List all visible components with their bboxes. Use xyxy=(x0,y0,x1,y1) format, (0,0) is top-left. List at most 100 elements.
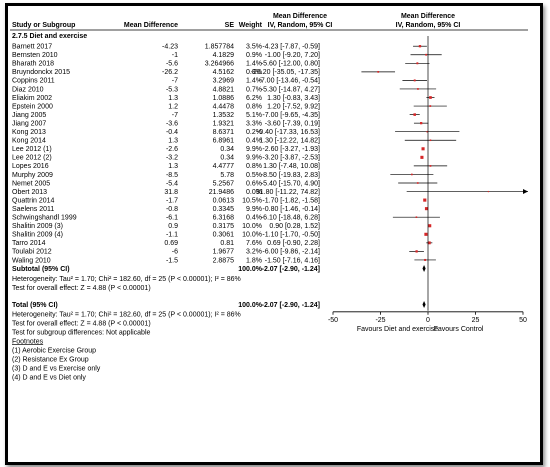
footnotes-title: Footnotes xyxy=(12,338,44,345)
study-point xyxy=(416,62,419,65)
study-ci: 1.20 [-7.52, 9.92] xyxy=(267,103,320,110)
study-point xyxy=(429,139,432,142)
x-tick-label: -50 xyxy=(328,317,338,324)
study-ci: -0.80 [-1.46, -0.14] xyxy=(262,206,320,213)
study-ci: -6.10 [-18.48, 6.28] xyxy=(261,215,320,222)
study-mean-difference: -5.4 xyxy=(166,180,178,187)
study-ci: -2.60 [-3.27, -1.93] xyxy=(262,146,320,153)
header-mean-difference: Mean Difference xyxy=(124,22,178,29)
total-diamond xyxy=(422,301,426,308)
study-weight: 3.3% xyxy=(246,120,262,127)
study-name: Coppins 2011 xyxy=(12,78,55,85)
subgroup-overall-effect: Test for overall effect: Z = 4.88 (P < 0… xyxy=(12,285,151,292)
header-study: Study or Subgroup xyxy=(12,22,75,29)
study-point xyxy=(418,45,422,48)
study-name: Murphy 2009 xyxy=(12,172,53,179)
study-mean-difference: -0.4 xyxy=(166,129,178,136)
study-ci: -5.40 [-15.70, 4.90] xyxy=(261,180,320,187)
study-name: Epstein 2000 xyxy=(12,103,53,110)
study-weight: 0.0% xyxy=(246,189,262,196)
header-se: SE xyxy=(225,22,235,29)
subgroup-heterogeneity: Heterogeneity: Tau² = 1.70; Chi² = 182.6… xyxy=(12,276,241,283)
study-se: 4.4478 xyxy=(213,103,235,110)
study-name: Quattrin 2014 xyxy=(12,197,55,204)
study-se: 4.8821 xyxy=(213,86,235,93)
study-ci: -7.00 [-9.65, -4.35] xyxy=(262,112,320,119)
study-name: Bruyndonckx 2015 xyxy=(12,69,70,76)
study-se: 4.4777 xyxy=(213,163,235,170)
study-se: 0.34 xyxy=(220,155,234,162)
study-se: 0.34 xyxy=(220,146,234,153)
x-tick-label: 0 xyxy=(426,317,430,324)
study-point xyxy=(424,207,429,211)
header-plot-method: IV, Random, 95% CI xyxy=(396,22,461,29)
study-ci: -0.40 [-17.33, 16.53] xyxy=(257,129,320,136)
study-weight: 9.9% xyxy=(246,206,262,213)
study-mean-difference: -5.3 xyxy=(166,86,178,93)
study-name: Tarro 2014 xyxy=(12,240,46,247)
study-mean-difference: -7 xyxy=(172,78,178,85)
study-weight: 5.1% xyxy=(246,112,262,119)
study-ci-arrow xyxy=(523,189,528,195)
study-ci: -5.60 [-12.00, 0.80] xyxy=(261,61,320,68)
study-mean-difference: 1.2 xyxy=(168,103,178,110)
study-ci: -1.00 [-9.20, 7.20] xyxy=(265,52,320,59)
forest-plot-frame xyxy=(5,3,543,465)
study-ci: -3.20 [-3.87, -2.53] xyxy=(262,155,320,162)
total-label: Total (95% CI) xyxy=(12,302,58,309)
study-mean-difference: -1 xyxy=(172,52,178,59)
study-name: Barnett 2017 xyxy=(12,44,52,51)
study-name: Kong 2013 xyxy=(12,129,46,136)
study-ci: -1.70 [-1.82, -1.58] xyxy=(262,197,320,204)
study-weight: 3.2% xyxy=(246,249,262,256)
study-se: 4.1829 xyxy=(213,52,235,59)
header-ci-title: Mean Difference xyxy=(273,13,327,20)
study-se: 5.78 xyxy=(220,172,234,179)
favours-right-label: Favours Control xyxy=(434,326,484,333)
study-name: Lee 2012 (1) xyxy=(12,146,52,153)
study-weight: 0.8% xyxy=(246,69,262,76)
study-weight: 1.4% xyxy=(246,78,262,85)
study-mean-difference: -6 xyxy=(172,249,178,256)
study-ci: 1.30 [-0.83, 3.43] xyxy=(267,95,320,102)
study-point xyxy=(411,173,413,176)
footnote: (1) Aerobic Exercise Group xyxy=(12,347,96,354)
study-mean-difference: 1.3 xyxy=(168,163,178,170)
favours-left-label: Favours Diet and exercise xyxy=(357,326,438,333)
study-se: 3.264966 xyxy=(205,61,234,68)
study-ci: 1.30 [-7.48, 10.08] xyxy=(263,163,320,170)
study-mean-difference: -7 xyxy=(172,112,178,119)
study-se: 21.9486 xyxy=(209,189,234,196)
subgroup-title: 2.7.5 Diet and exercise xyxy=(12,33,87,40)
study-weight: 3.5% xyxy=(246,44,262,51)
study-weight: 0.4% xyxy=(246,215,262,222)
study-point xyxy=(417,88,419,90)
study-mean-difference: -3.6 xyxy=(166,120,178,127)
study-weight: 0.5% xyxy=(246,172,262,179)
study-name: Lee 2012 (2) xyxy=(12,155,52,162)
study-se: 0.3175 xyxy=(213,223,235,230)
study-point xyxy=(487,190,490,193)
study-ci: -5.30 [-14.87, 4.27] xyxy=(261,86,320,93)
study-mean-difference: -8.5 xyxy=(166,172,178,179)
study-weight: 0.2% xyxy=(246,129,262,136)
study-weight: 0.4% xyxy=(246,138,262,145)
study-point xyxy=(425,53,427,56)
header-ci-method: IV, Random, 95% CI xyxy=(268,22,333,29)
study-mean-difference: -0.8 xyxy=(166,206,178,213)
study-mean-difference: -1.1 xyxy=(166,232,178,239)
study-weight: 10.5% xyxy=(242,197,262,204)
study-se: 0.3345 xyxy=(213,206,235,213)
study-ci: 0.69 [-0.90, 2.28] xyxy=(267,240,320,247)
study-weight: 10.0% xyxy=(242,223,262,230)
study-ci: -1.10 [-1.70, -0.50] xyxy=(262,232,320,239)
total-weight: 100.0% xyxy=(238,302,263,309)
study-point xyxy=(429,165,432,167)
study-mean-difference: -1.5 xyxy=(166,257,178,264)
study-se: 2.8875 xyxy=(213,257,235,264)
total-ci: -2.07 [-2.90, -1.24] xyxy=(262,302,320,309)
x-tick-label: -25 xyxy=(375,317,385,324)
study-name: Kong 2014 xyxy=(12,138,46,145)
x-tick-label: 50 xyxy=(519,317,527,324)
study-mean-difference: -26.2 xyxy=(162,69,178,76)
